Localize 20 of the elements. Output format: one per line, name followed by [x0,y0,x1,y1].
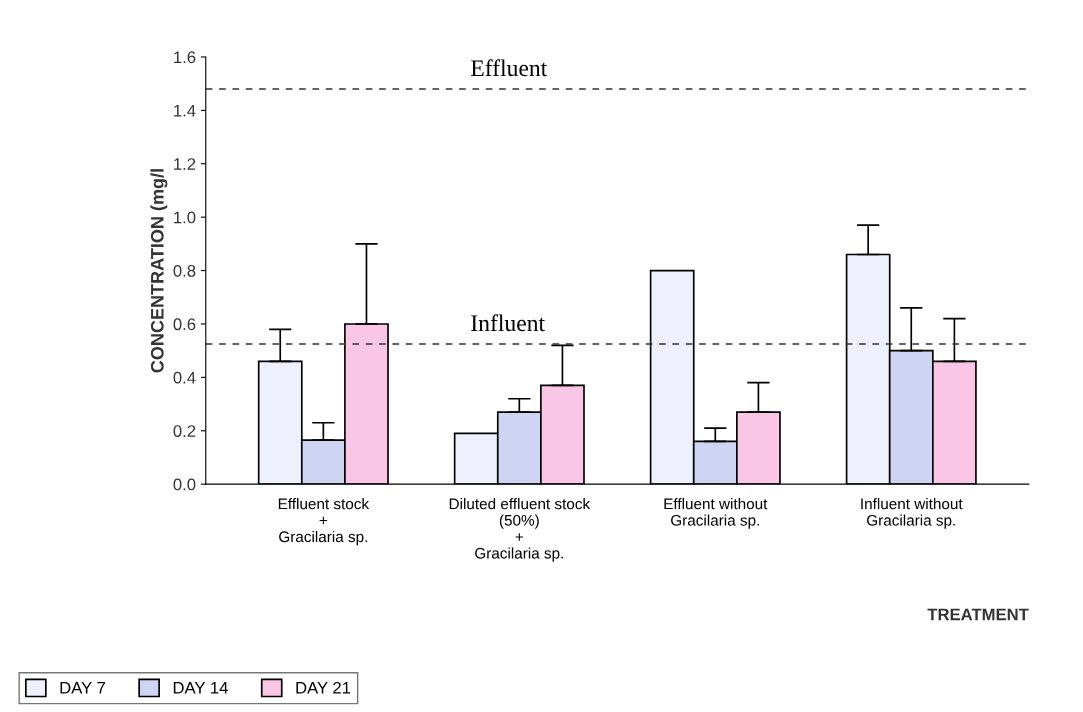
y-axis-title: CONCENTRATION (mg/l [150,169,168,373]
y-tick-label: 0.0 [173,478,196,491]
legend-label: DAY 7 [60,682,105,694]
y-tick-label: 1.6 [174,51,196,64]
y-tick-label: 0.2 [173,425,196,437]
x-axis-title: TREATMENT [927,608,1029,621]
legend-label: DAY 14 [173,682,228,694]
ref-line-label: Effluent [471,59,548,77]
x-tick-label: Effluent without Gracilaria sp. [664,498,768,529]
x-tick-label: Influent without Gracilaria sp. [861,498,963,529]
y-tick-label: 0.6 [173,318,196,331]
y-tick-label: 1.4 [174,104,196,117]
x-tick-label: Diluted effluent stock (50%) + Gracilaria sp. [449,498,591,562]
y-tick-label: 0.8 [173,264,196,277]
x-tick-label: Effluent stock + Gracilaria sp. [278,498,370,546]
y-tick-label: 0.4 [173,371,196,384]
y-tick-label: 1.2 [174,158,196,170]
ref-line-label: Influent [471,314,545,332]
legend-label: DAY 21 [296,681,351,694]
y-tick-label: 1.0 [174,211,196,224]
